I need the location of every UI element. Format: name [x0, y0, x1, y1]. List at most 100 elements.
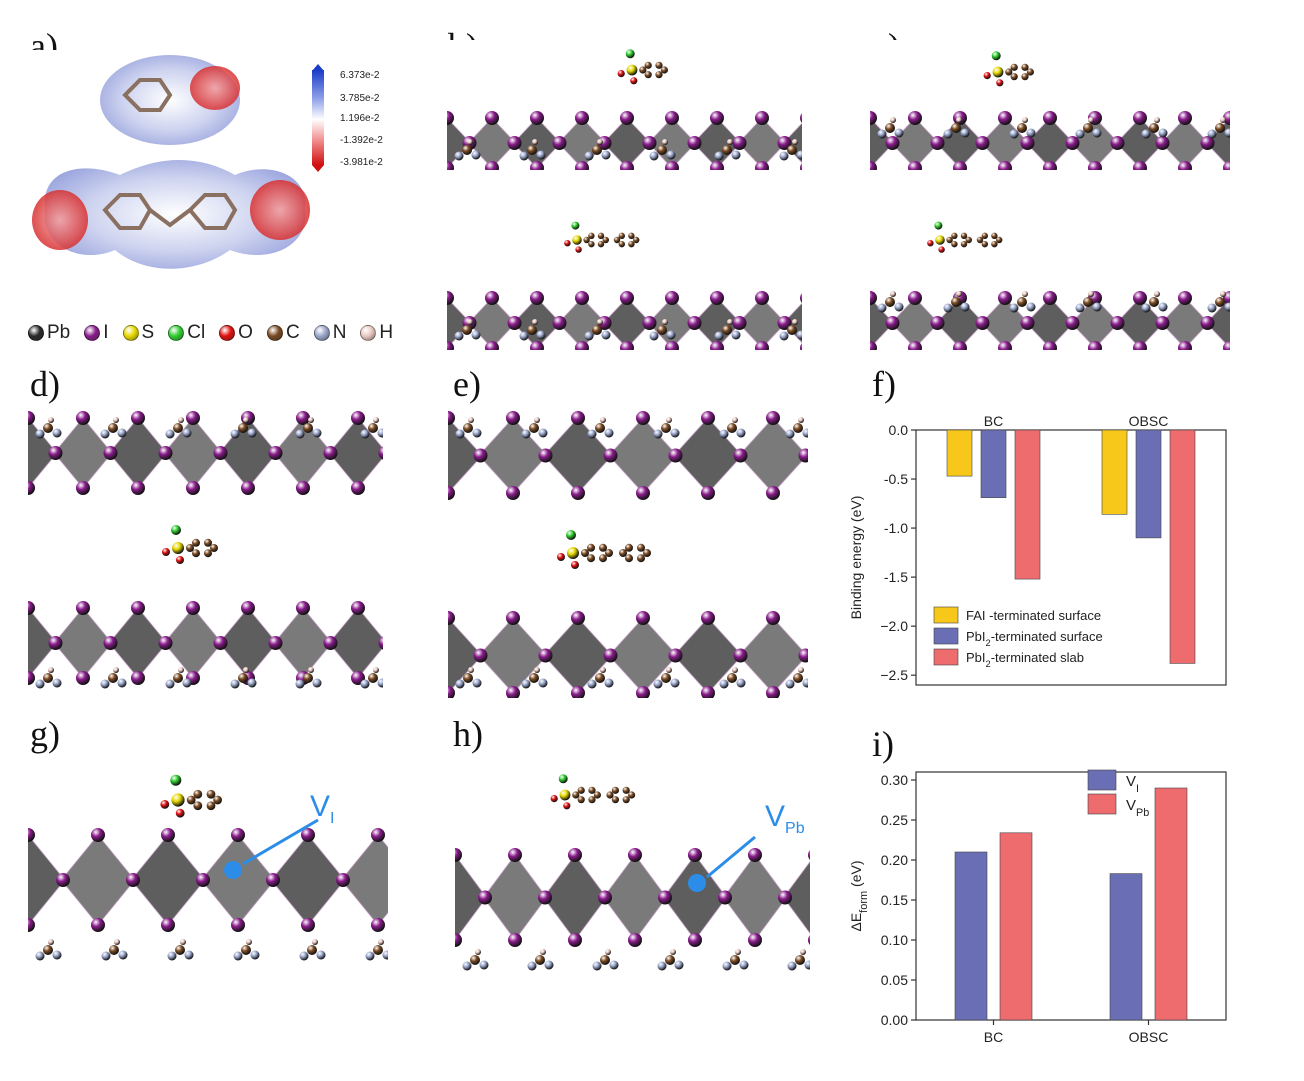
- atom-carbon: [588, 796, 596, 804]
- atom-nitrogen: [736, 678, 746, 688]
- atom-chlorine: [934, 221, 943, 230]
- atom-nitrogen: [544, 960, 554, 970]
- atom-hydrogen: [1022, 291, 1028, 297]
- atom-carbon: [665, 955, 675, 965]
- pbi6-octahedron: [108, 607, 168, 679]
- atom-iodine: [76, 481, 90, 495]
- atom-carbon: [637, 543, 645, 552]
- bar: [1135, 429, 1162, 539]
- atom-oxygen: [575, 246, 582, 253]
- atom-iodine: [710, 111, 724, 125]
- atom-carbon: [368, 423, 378, 433]
- structure-c-bottom: [870, 210, 1230, 350]
- atom-iodine: [755, 341, 769, 350]
- panel-label-f: f): [872, 364, 896, 404]
- atom-nitrogen: [587, 429, 597, 439]
- atom-oxygen: [162, 548, 170, 556]
- colorbar-tick-1: 3.785e-2: [340, 93, 380, 104]
- atom-nitrogen: [1075, 303, 1085, 313]
- atom-iodine: [351, 601, 365, 615]
- atom-iodine: [636, 411, 650, 425]
- atom-hydrogen: [732, 417, 738, 423]
- y-tick-label: 0.0: [889, 422, 909, 438]
- atom-hydrogen: [792, 319, 798, 325]
- vacancy-site: [688, 874, 706, 892]
- atom-nitrogen: [538, 678, 548, 688]
- atom-carbon: [722, 325, 732, 335]
- atom-carbon: [644, 61, 652, 69]
- atom-iodine: [687, 136, 702, 150]
- pbi6-octahedron: [200, 834, 276, 926]
- atom-iodine: [1065, 316, 1080, 330]
- atom-nitrogen: [527, 961, 537, 971]
- atom-iodine: [701, 686, 715, 698]
- atom-iodine: [733, 448, 748, 463]
- atom-nitrogen: [1092, 302, 1102, 312]
- atom-carbon: [368, 673, 378, 683]
- atom-nitrogen: [666, 330, 676, 340]
- atom-iodine: [598, 890, 612, 905]
- y-tick-label: -1.0: [884, 520, 908, 536]
- atom-iodine: [186, 481, 200, 495]
- atom-iodine: [455, 933, 462, 947]
- atom-legend-item: S: [122, 322, 154, 344]
- atom-iodine: [620, 111, 634, 125]
- atom-iodine: [755, 291, 769, 305]
- atom-carbon: [1017, 123, 1027, 133]
- atom-iodine: [507, 136, 522, 150]
- pbi6-octahedron: [447, 297, 472, 349]
- atom-legend-item: I: [84, 322, 109, 344]
- atom-iodine: [953, 161, 967, 170]
- atom-iodine: [665, 111, 679, 125]
- atom-hydrogen: [956, 117, 962, 123]
- atom-carbon: [462, 145, 472, 155]
- category-label: BC: [984, 1029, 1003, 1045]
- pbi6-octahedron: [483, 854, 547, 941]
- atom-carbon: [43, 945, 53, 955]
- atom-iodine: [28, 671, 35, 685]
- atom-iodine: [620, 291, 634, 305]
- atom-nitrogen: [299, 951, 309, 961]
- atom-carbon: [592, 145, 602, 155]
- atom-iodine: [701, 611, 715, 625]
- atom-nitrogen: [960, 128, 970, 138]
- atom-hydrogen: [1022, 117, 1028, 123]
- atom-nitrogen: [101, 951, 111, 961]
- atom-hydrogen: [600, 417, 606, 423]
- pbi6-octahedron: [447, 117, 472, 169]
- atom-iodine: [748, 848, 762, 862]
- atom-nitrogen: [666, 150, 676, 160]
- atom-hydrogen: [662, 139, 668, 145]
- atom-iodine: [485, 161, 499, 170]
- atom-hydrogen: [800, 949, 806, 955]
- atom-nitrogen: [1158, 302, 1168, 312]
- atom-nitrogen: [312, 428, 322, 438]
- atom-iodine: [448, 486, 455, 500]
- atom-iodine: [538, 448, 553, 463]
- pbi6-octahedron: [28, 607, 58, 679]
- atom-iodine: [808, 935, 810, 945]
- legend-swatch: [1087, 769, 1117, 791]
- atom-nitrogen: [714, 331, 724, 341]
- y-tick-label: 0.20: [881, 852, 908, 868]
- atom-iodine: [1088, 161, 1102, 170]
- atom-carbon: [238, 673, 248, 683]
- atom-carbon: [238, 423, 248, 433]
- atom-carbon: [462, 325, 472, 335]
- atom-carbon: [108, 423, 118, 433]
- atom-iodine: [455, 848, 462, 862]
- atom-iodine: [710, 291, 724, 305]
- atom-iodine: [506, 611, 520, 625]
- atom-carbon: [527, 145, 537, 155]
- atom-iodine: [766, 686, 780, 698]
- atom-iodine: [571, 486, 585, 500]
- colorbar-tick-3: -1.392e-2: [340, 135, 383, 146]
- atom-hydrogen: [1088, 117, 1094, 123]
- atom-carbon: [1021, 73, 1029, 81]
- atom-nitrogen: [536, 150, 546, 160]
- atom-nitrogen: [736, 428, 746, 438]
- atom-carbon: [577, 786, 585, 794]
- atom-iodine: [28, 918, 35, 932]
- atom-nitrogen: [674, 960, 684, 970]
- atom-carbon: [595, 673, 605, 683]
